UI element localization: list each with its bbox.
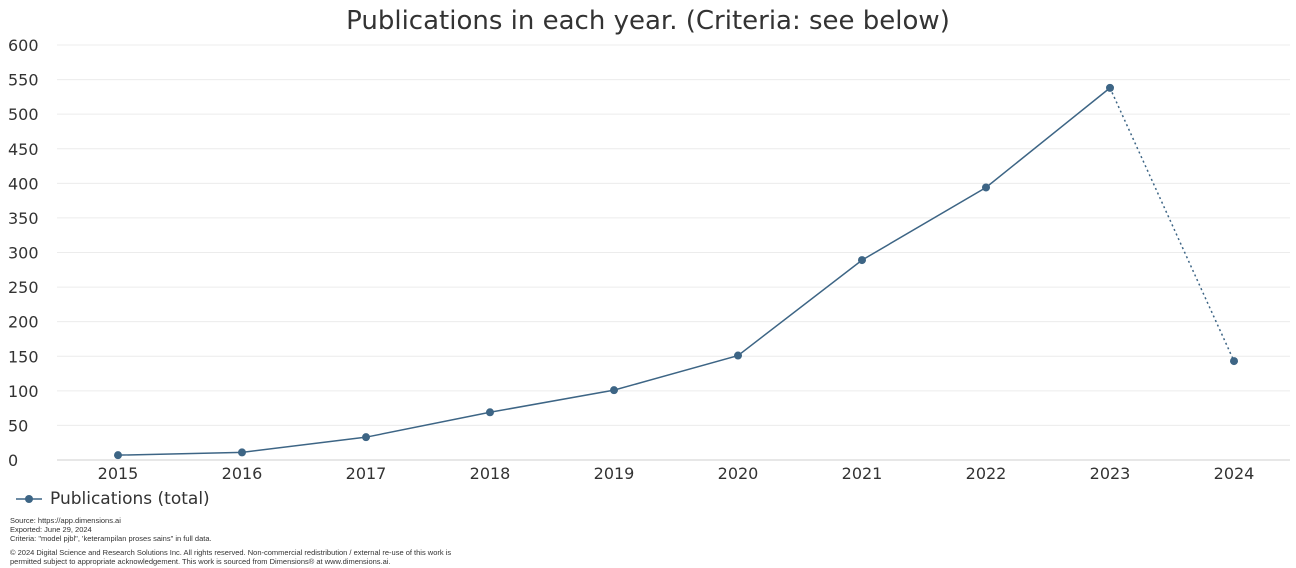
x-tick-label: 2019 [594,464,635,483]
legend-line-marker-icon [16,495,42,503]
series-line [117,87,1111,456]
series-points [114,83,1238,460]
y-tick-label: 250 [8,278,39,297]
legend-label: Publications (total) [50,489,210,509]
y-tick-label: 350 [8,209,39,228]
y-tick-label: 300 [8,244,39,263]
x-tick-label: 2020 [718,464,759,483]
series-lines [117,87,1235,456]
footer-criteria: Criteria: "model pjbl", 'keterampilan pr… [10,534,212,543]
grid-lines [57,44,1290,461]
data-point [486,408,494,417]
footer-source: Source: https://app.dimensions.ai [10,516,121,525]
x-tick-label: 2022 [966,464,1007,483]
chart-title: Publications in each year. (Criteria: se… [346,6,950,36]
footer-copyright-block: © 2024 Digital Science and Research Solu… [10,548,451,566]
footer-source-block: Source: https://app.dimensions.ai Export… [10,516,212,543]
y-tick-label: 150 [8,347,39,366]
footer-exported: Exported: June 29, 2024 [10,525,92,534]
footer-copyright-line-1: © 2024 Digital Science and Research Solu… [10,548,452,557]
data-point [114,451,122,460]
y-tick-label: 550 [8,71,39,90]
y-tick-label: 0 [8,451,18,470]
x-tick-label: 2018 [470,464,511,483]
x-tick-label: 2017 [346,464,387,483]
y-tick-label: 100 [8,382,39,401]
data-point [610,386,618,395]
y-tick-label: 450 [8,140,39,159]
y-tick-label: 200 [8,313,39,332]
x-tick-label: 2023 [1090,464,1131,483]
data-point [362,433,370,442]
data-point [1230,357,1238,366]
x-tick-label: 2016 [222,464,263,483]
y-axis-ticks: 0 50 100 150 200 250 300 350 400 450 500 550 600 [8,36,39,470]
legend[interactable]: Publications (total) [14,489,210,509]
y-tick-label: 50 [8,416,28,435]
data-point [858,256,866,265]
data-point [982,183,990,192]
data-point [734,351,742,360]
x-axis-ticks: 2015 2016 2017 2018 2019 2020 2021 2022 2023 2024 [98,464,1255,483]
data-point [238,448,246,457]
x-tick-label: 2024 [1214,464,1255,483]
y-tick-label: 500 [8,105,39,124]
x-tick-label: 2015 [98,464,139,483]
y-tick-label: 600 [8,36,39,55]
series-line-partial-segment [1109,87,1235,362]
x-tick-label: 2021 [842,464,883,483]
data-point [1106,83,1114,92]
y-tick-label: 400 [8,174,39,193]
footer-copyright-line-2: permitted subject to appropriate acknowl… [10,557,391,566]
